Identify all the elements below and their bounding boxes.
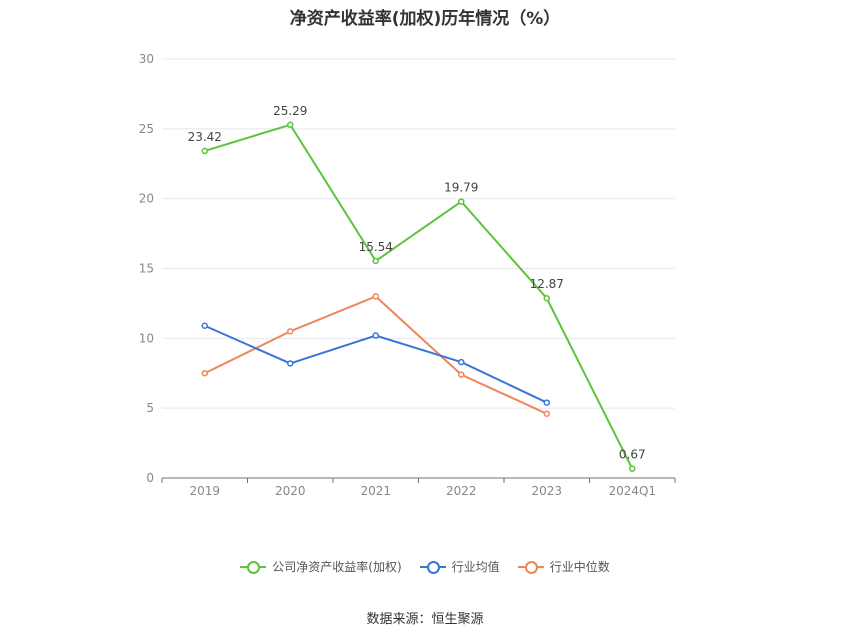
y-tick-label: 10	[139, 331, 154, 345]
x-tick-label: 2019	[189, 484, 220, 498]
y-axis-ticks: 0 5 10 15 20 25 30	[139, 52, 154, 485]
data-label: 12.87	[530, 277, 564, 291]
x-tick-label: 2020	[275, 484, 306, 498]
x-tick-label: 2021	[360, 484, 391, 498]
data-label: 19.79	[444, 181, 478, 195]
y-tick-label: 0	[146, 471, 154, 485]
y-tick-label: 20	[139, 192, 154, 206]
y-tick-label: 30	[139, 52, 154, 66]
data-point	[543, 294, 550, 302]
data-label: 23.42	[188, 130, 222, 144]
legend-swatch-icon	[240, 560, 267, 574]
grid-lines	[162, 58, 675, 409]
data-point	[287, 121, 294, 129]
data-point	[458, 358, 465, 366]
legend-label: 行业均值	[451, 560, 500, 574]
data-point	[458, 198, 465, 205]
legend-item[interactable]: 行业均值	[419, 558, 500, 575]
series-line	[204, 123, 634, 470]
x-axis: 2019 2020 2021 2022 2023 2024Q1	[161, 477, 676, 498]
data-label: 15.54	[359, 240, 393, 254]
legend: 公司净资产收益率(加权) 行业均值 行业中位数	[0, 558, 850, 575]
data-point	[201, 322, 208, 330]
data-point	[543, 399, 550, 406]
data-label: 0.67	[619, 448, 646, 462]
legend-label: 行业中位数	[549, 560, 610, 574]
x-tick-label: 2023	[531, 484, 562, 498]
data-labels: 23.42 25.29 15.54 19.79 12.87 0.67	[188, 104, 646, 462]
y-tick-label: 15	[139, 262, 154, 276]
legend-item[interactable]: 行业中位数	[517, 558, 610, 575]
data-point	[287, 328, 294, 335]
legend-label: 公司净资产收益率(加权)	[272, 560, 402, 574]
data-point	[372, 293, 379, 300]
y-tick-label: 25	[139, 122, 154, 136]
data-point	[458, 371, 465, 378]
data-point	[201, 370, 208, 377]
data-label: 25.29	[273, 104, 307, 118]
x-tick-label: 2022	[446, 484, 477, 498]
legend-swatch-icon	[517, 560, 544, 574]
series-line	[204, 295, 548, 415]
series-lines	[201, 121, 636, 472]
data-point	[372, 257, 379, 265]
data-point	[287, 360, 294, 367]
source-note: 数据来源：恒生聚源	[366, 612, 484, 627]
x-tick-label: 2024Q1	[608, 484, 656, 498]
data-point	[543, 410, 550, 418]
legend-item[interactable]: 公司净资产收益率(加权)	[240, 558, 402, 575]
chart-title: 净资产收益率(加权)历年情况（%）	[289, 9, 561, 29]
data-point	[201, 147, 208, 155]
y-tick-label: 5	[146, 401, 154, 415]
data-point	[629, 465, 636, 472]
data-point	[372, 332, 379, 339]
legend-swatch-icon	[419, 560, 446, 574]
